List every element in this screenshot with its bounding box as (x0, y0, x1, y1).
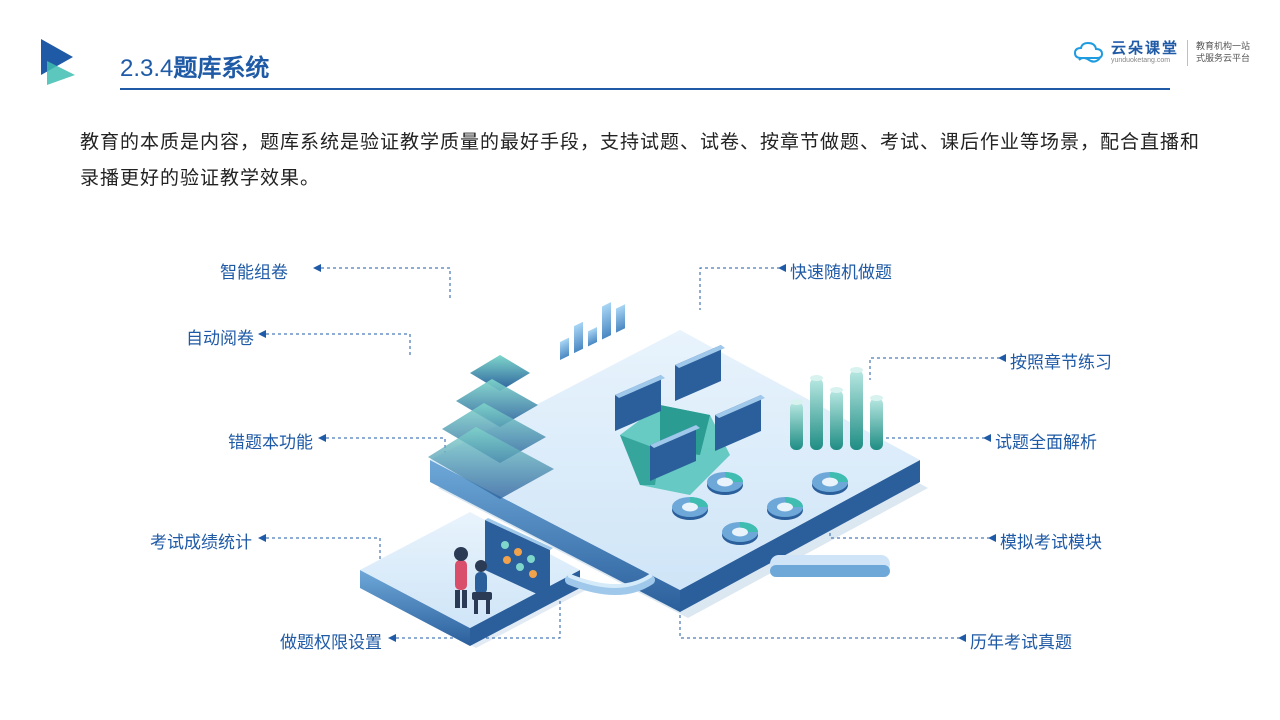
callout-left-4: 做题权限设置 (280, 628, 382, 653)
callout-right-0: 快速随机做题 (790, 258, 892, 283)
callout-left-2: 错题本功能 (228, 428, 313, 453)
title-underline (120, 88, 1170, 90)
callout-right-4: 历年考试真题 (970, 628, 1072, 653)
callout-right-3: 模拟考试模块 (1000, 528, 1102, 553)
brand-logo: 云朵课堂 yunduoketang.com 教育机构一站 式服务云平台 (1073, 40, 1250, 66)
section-description: 教育的本质是内容，题库系统是验证教学质量的最好手段，支持试题、试卷、按章节做题、… (80, 125, 1200, 197)
callout-left-0: 智能组卷 (220, 258, 288, 283)
logo-tagline-1: 教育机构一站 (1196, 41, 1250, 53)
callout-right-2: 试题全面解析 (995, 428, 1097, 453)
logo-divider (1187, 40, 1188, 66)
logo-domain: yunduoketang.com (1111, 57, 1179, 65)
feature-diagram: 智能组卷自动阅卷错题本功能考试成绩统计做题权限设置 快速随机做题按照章节练习试题全… (0, 210, 1280, 690)
section-arrow-icon (35, 35, 85, 90)
logo-tagline-2: 式服务云平台 (1196, 53, 1250, 65)
logo-name: 云朵课堂 (1111, 41, 1179, 58)
callout-left-3: 考试成绩统计 (150, 528, 252, 553)
section-title: 2.3.4题库系统 (120, 48, 269, 83)
isometric-illustration (360, 250, 960, 650)
cloud-icon (1073, 42, 1103, 64)
callout-left-1: 自动阅卷 (186, 324, 254, 349)
callout-right-1: 按照章节练习 (1010, 348, 1112, 373)
